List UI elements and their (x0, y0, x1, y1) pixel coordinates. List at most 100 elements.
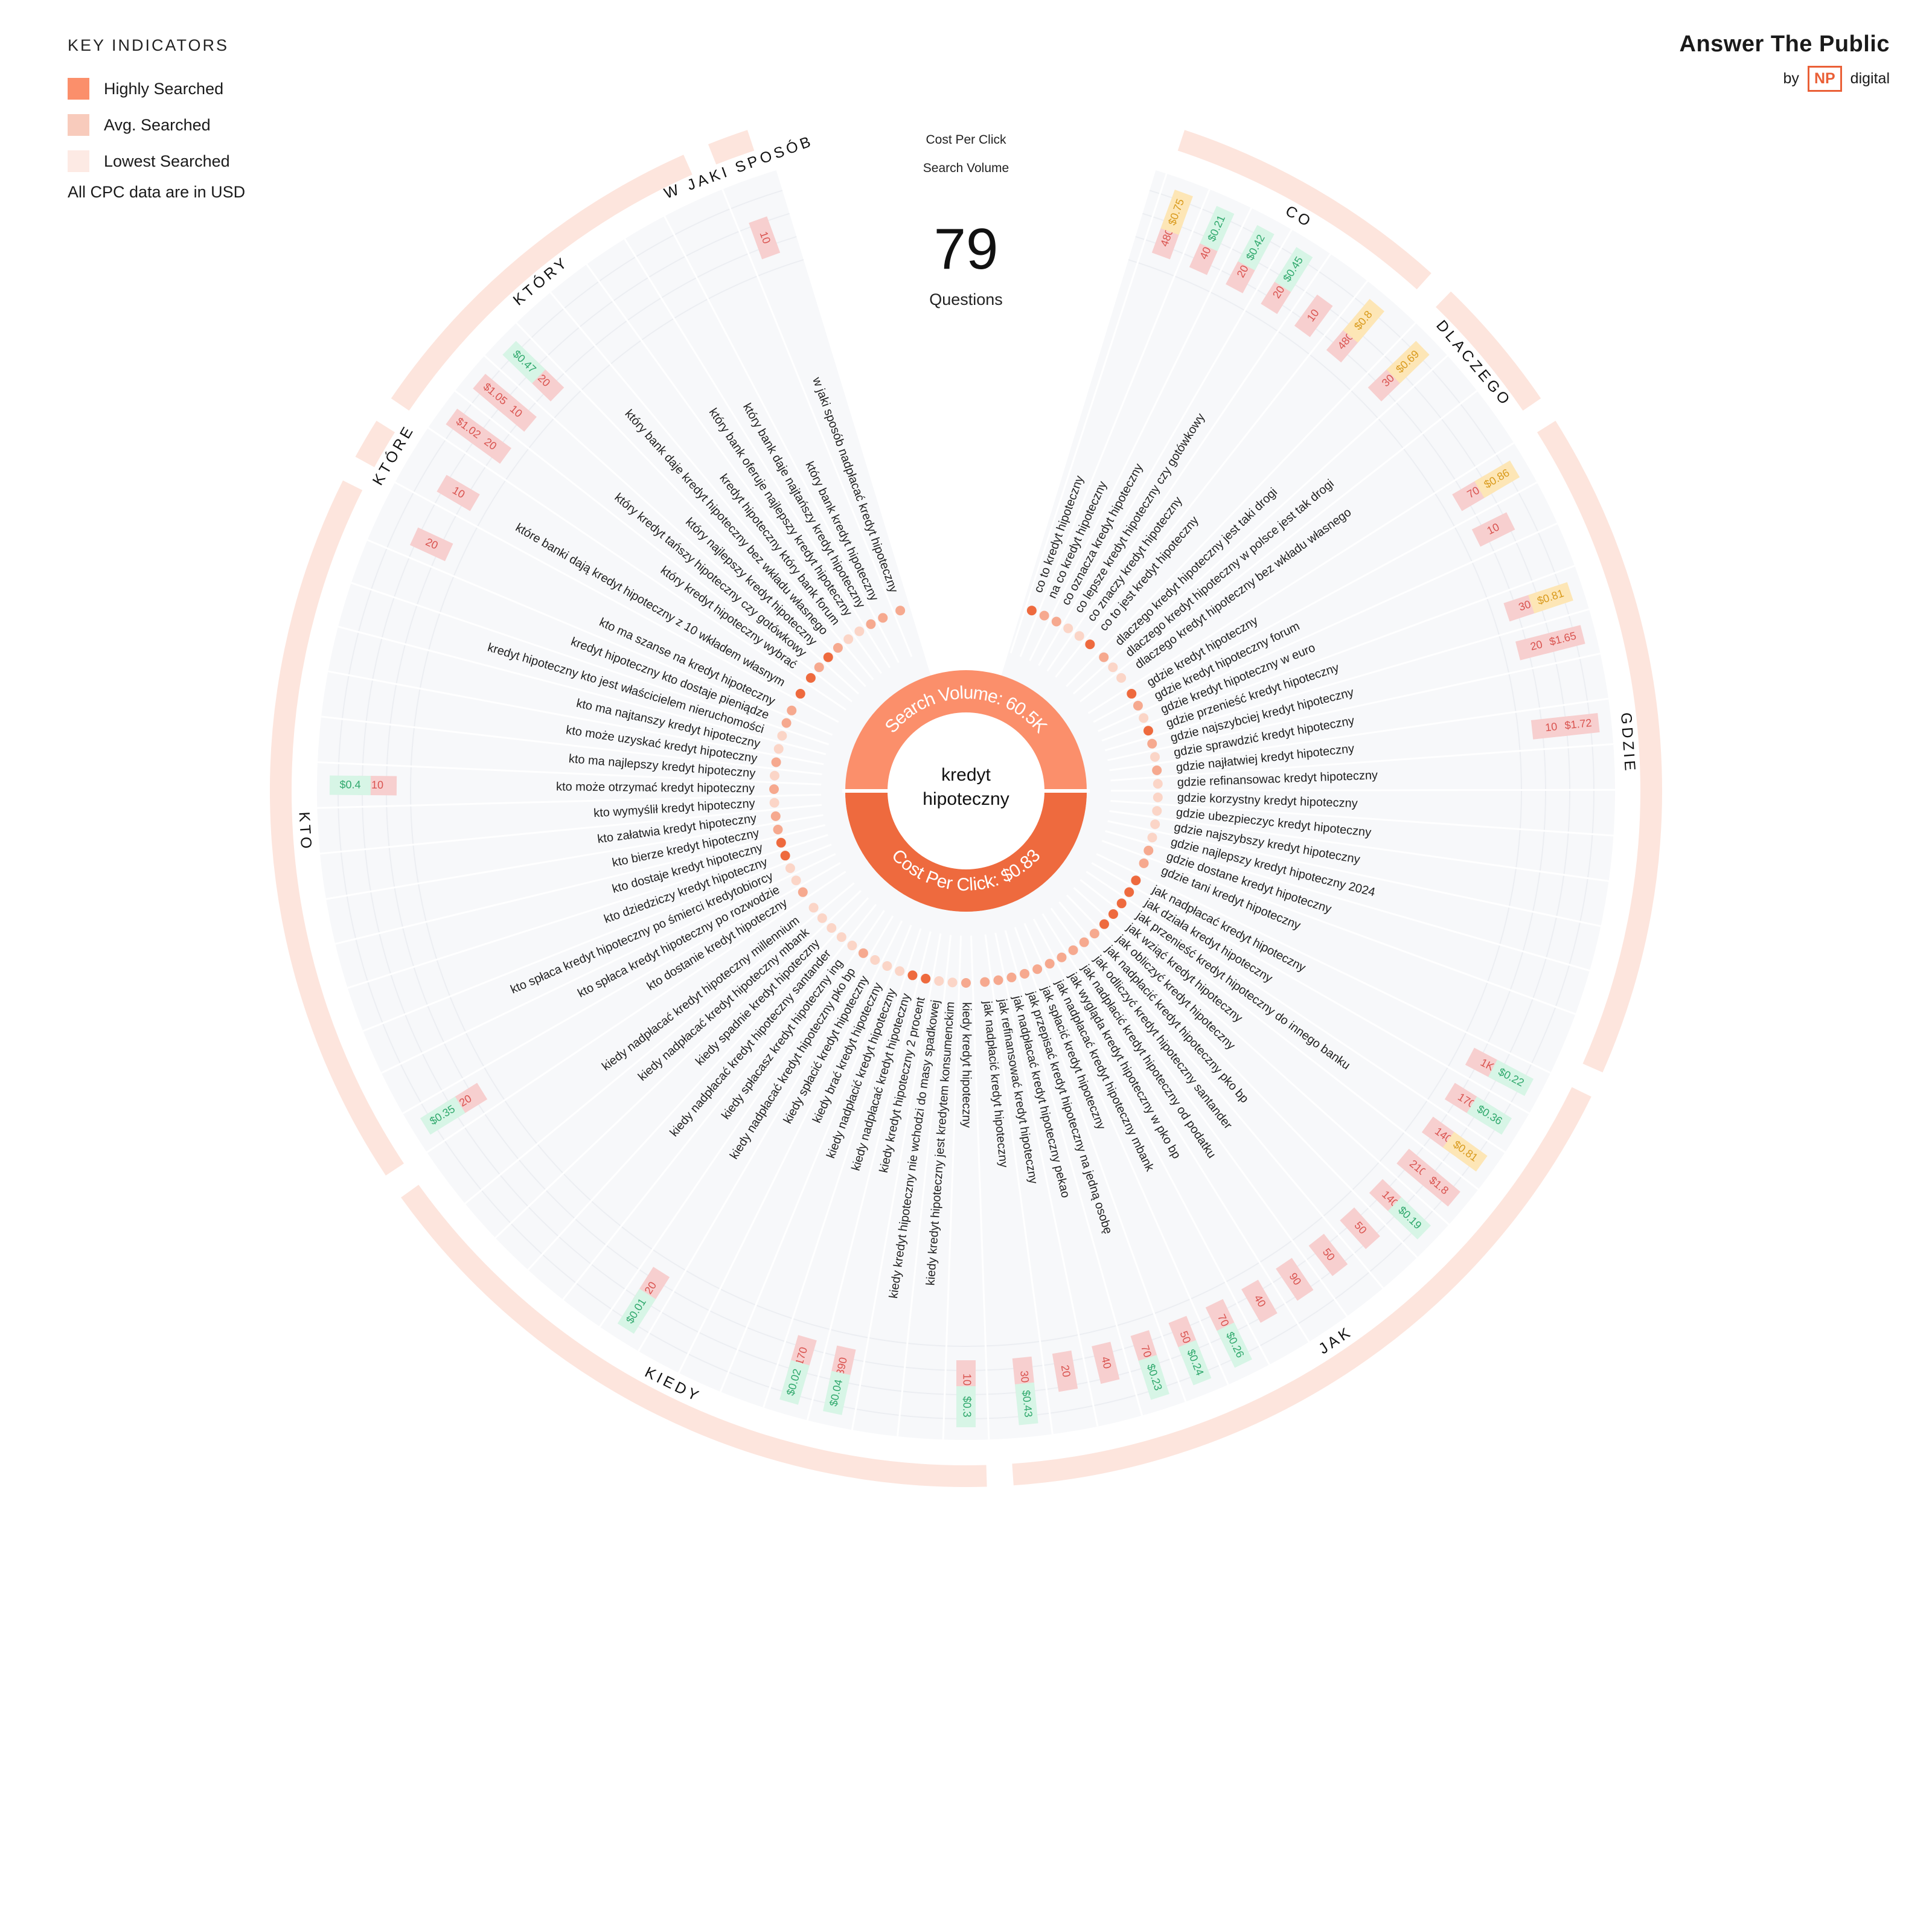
group-arc (1537, 420, 1662, 1073)
question-level-dot (827, 923, 837, 933)
spoke-divider (664, 216, 900, 664)
spoke-divider (394, 481, 839, 723)
spoke-divider (334, 824, 826, 945)
question-level-dot (1039, 610, 1049, 621)
legend-swatch-high (68, 78, 89, 100)
spoke-divider (970, 935, 990, 1440)
spoke-divider (562, 904, 877, 1300)
wheel-center: Cost Per Click Search Volume 79 Question… (842, 133, 1090, 912)
question-level-dot (1147, 833, 1157, 843)
group-arc (708, 130, 755, 165)
volume-badge: 20 (409, 527, 453, 561)
group-arc (1177, 130, 1431, 290)
volume-badge-text: 20 (1059, 1364, 1073, 1378)
cpc-badge-text: $0.4 (339, 778, 360, 790)
cpc-badge-bg (617, 1288, 656, 1334)
question-level-dot (1147, 738, 1157, 749)
spoke-divider (426, 871, 846, 1153)
question-level-dot (1116, 673, 1127, 683)
spoke-divider (464, 882, 855, 1204)
spoke-divider (1104, 608, 1590, 752)
question-level-dot (808, 903, 819, 913)
question-level-dot (1108, 662, 1118, 673)
cpc-badge: $1.65 (1540, 625, 1585, 654)
cpc-badge-bg (1200, 206, 1235, 252)
volume-badge-bg (1340, 1207, 1380, 1249)
cpc-badge-bg (446, 408, 491, 449)
group-arc (1436, 291, 1541, 411)
question-level-dot (882, 961, 892, 971)
question-level-dot (921, 973, 931, 984)
spoke-divider (1073, 887, 1450, 1226)
question-level-dot (895, 606, 906, 616)
spoke-divider (1004, 930, 1144, 1416)
spoke-divider (1110, 800, 1614, 837)
question-level-dot (1057, 952, 1067, 962)
question-level-dot (1099, 652, 1109, 662)
volume-badge-text: 10 (961, 1374, 973, 1386)
spoke-divider (1066, 894, 1418, 1258)
question-level-dot (1063, 623, 1073, 633)
cpc-badge-bg (1467, 1096, 1512, 1135)
spoke-divider (351, 581, 830, 746)
cpc-badge-bg (1275, 247, 1313, 292)
group-label[interactable]: GDZIE (1617, 712, 1639, 774)
group-label[interactable]: KTO (295, 811, 315, 852)
legend-label-low: Lowest Searched (104, 152, 230, 170)
cpc-badge-bg (473, 374, 517, 415)
legend-swatch-low (68, 150, 89, 172)
cpc-badge: $0.3 (956, 1386, 976, 1427)
volume-badge-text: 30 (1018, 1370, 1031, 1383)
spoke-divider (527, 897, 869, 1271)
question-level-dot (1133, 700, 1143, 711)
spoke-divider (763, 928, 922, 1408)
cpc-badge-bg (779, 1360, 810, 1405)
cpc-header-label: Cost Per Click (926, 133, 1006, 147)
cpc-badge-bg (1556, 713, 1600, 737)
volume-badge: 50 (1340, 1207, 1380, 1249)
question-level-dot (895, 966, 905, 976)
volume-badge-bg (1052, 1350, 1078, 1392)
question-count: 79 (934, 217, 999, 281)
question-level-dot (780, 851, 790, 861)
volume-badge-text: 20 (1529, 638, 1544, 653)
question-level-dot (814, 662, 824, 673)
legend-item-avg: Avg. Searched (68, 107, 382, 143)
question-label[interactable]: kto może otrzymać kredyt hipoteczny (556, 780, 755, 795)
question-level-dot (907, 970, 918, 980)
cpc-badge-bg (502, 341, 546, 383)
cpc-badge-bg (1238, 225, 1275, 270)
volume-badge: 10 (749, 216, 781, 260)
legend: KEY INDICATORS Highly Searched Avg. Sear… (68, 36, 382, 202)
group-arc (401, 1185, 987, 1487)
question-level-dot (947, 977, 958, 988)
volume-badge-text: 10 (1544, 720, 1558, 734)
question-level-dot (1150, 819, 1160, 830)
question-label[interactable]: kiedy kredyt hipoteczny (960, 1002, 973, 1128)
question-level-dot (836, 932, 846, 942)
spoke-divider (1041, 913, 1310, 1343)
volume-header-label: Search Volume (923, 161, 1009, 175)
spoke-divider (677, 920, 903, 1374)
cpc-badge-text: $0.3 (961, 1396, 973, 1417)
cpc-badge: $0.04 (823, 1371, 851, 1415)
volume-badge-bg (1276, 1258, 1314, 1301)
cpc-badge-bg (1488, 1060, 1534, 1096)
question-level-dot (1124, 887, 1134, 897)
spoke-divider (1093, 481, 1538, 723)
legend-note: All CPC data are in USD (68, 183, 246, 201)
cpc-badge-bg (1343, 299, 1384, 343)
hub-keyword-line1: kredyt (941, 765, 991, 785)
question-level-dot (1079, 937, 1089, 947)
spoke-divider (1091, 862, 1530, 1115)
question-level-dot (1044, 959, 1055, 969)
spoke-divider (1101, 840, 1576, 1016)
spoke-divider (1038, 229, 1293, 667)
question-level-dot (773, 744, 784, 754)
spoke-divider (1080, 879, 1479, 1191)
question-level-dot (791, 875, 801, 886)
question-level-dot (980, 977, 990, 987)
cpc-badge-bg (1528, 582, 1573, 613)
cpc-badge-bg (1138, 1355, 1169, 1400)
